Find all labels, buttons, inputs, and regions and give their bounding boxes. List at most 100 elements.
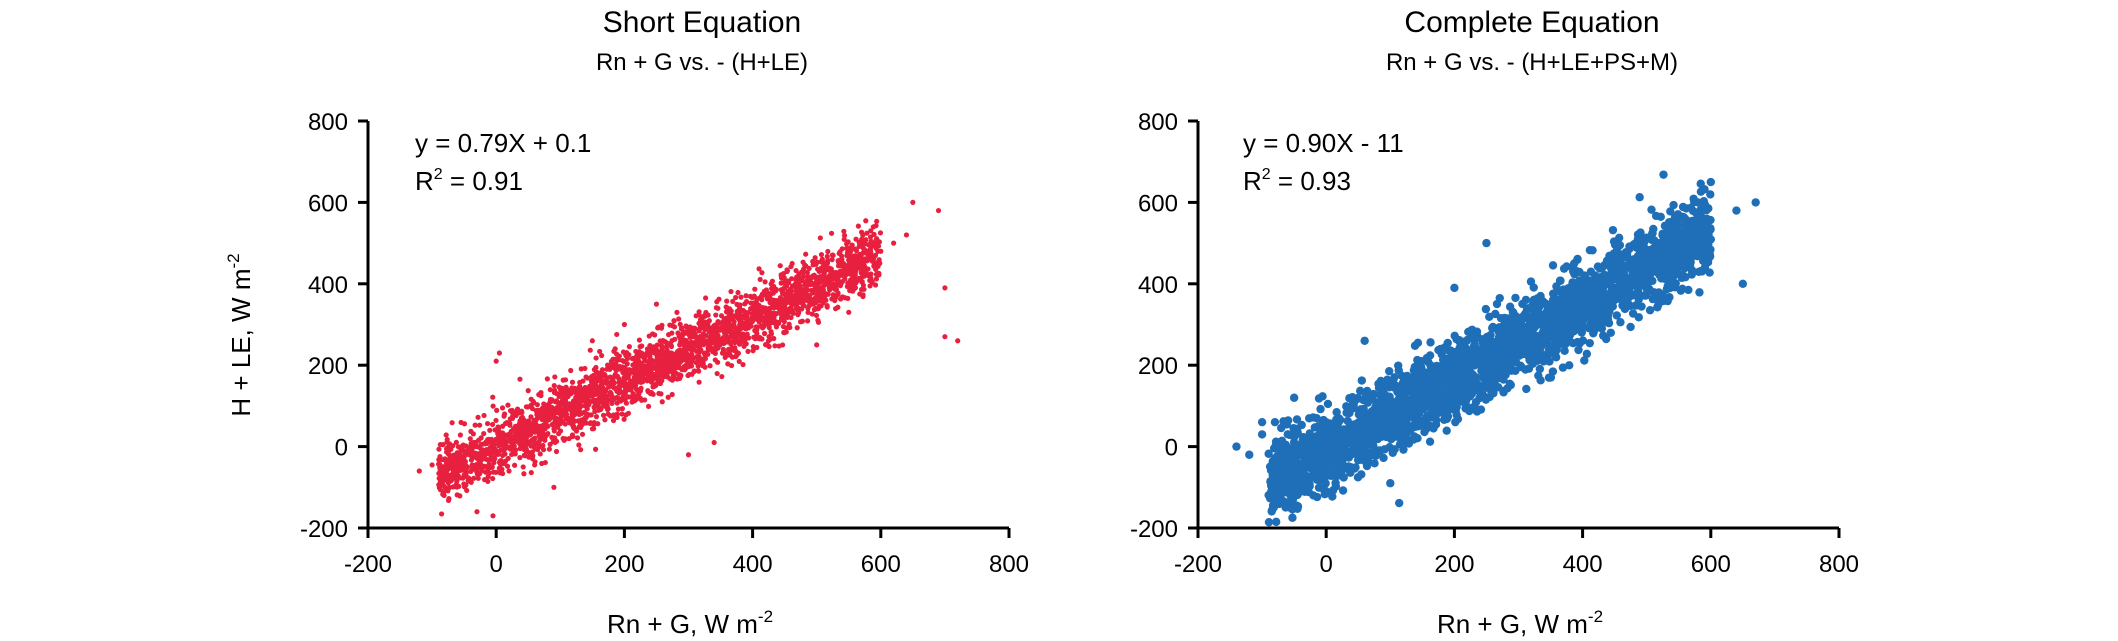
data-point bbox=[454, 478, 460, 484]
data-point bbox=[861, 286, 867, 292]
data-point bbox=[469, 462, 475, 468]
data-point bbox=[528, 414, 534, 420]
data-point bbox=[559, 385, 565, 391]
data-point bbox=[492, 446, 498, 452]
data-point bbox=[683, 338, 689, 344]
data-point bbox=[501, 460, 507, 467]
data-point bbox=[740, 307, 746, 314]
data-point bbox=[835, 304, 841, 310]
x-tick-label: 200 bbox=[604, 551, 644, 578]
data-point bbox=[728, 288, 734, 295]
data-point bbox=[474, 466, 480, 472]
data-point bbox=[656, 390, 662, 397]
data-point bbox=[557, 405, 564, 412]
data-point bbox=[1379, 453, 1388, 463]
data-point bbox=[688, 359, 694, 365]
data-point bbox=[726, 313, 732, 319]
data-point bbox=[540, 447, 547, 453]
data-point bbox=[616, 395, 622, 402]
data-point bbox=[853, 268, 859, 274]
data-point bbox=[1499, 375, 1508, 384]
data-point bbox=[706, 325, 713, 331]
chart-panel-short: Short Equation Rn + G vs. - (H+LE) -2000… bbox=[224, 6, 1029, 639]
data-point bbox=[1665, 293, 1674, 302]
data-point bbox=[695, 368, 701, 374]
data-point bbox=[626, 382, 632, 388]
data-point bbox=[552, 374, 558, 380]
data-point bbox=[1257, 430, 1267, 439]
data-point bbox=[1511, 366, 1520, 376]
data-point bbox=[551, 428, 557, 434]
data-point bbox=[849, 242, 855, 248]
data-point bbox=[784, 299, 790, 305]
data-point bbox=[506, 468, 512, 474]
chart-subtitle: Rn + G vs. - (H+LE+PS+M) bbox=[1386, 49, 1678, 76]
data-point bbox=[679, 367, 685, 373]
data-point bbox=[637, 344, 643, 350]
data-point bbox=[743, 314, 749, 321]
data-point bbox=[794, 287, 800, 294]
data-point bbox=[816, 303, 822, 309]
data-point bbox=[474, 509, 480, 515]
data-point bbox=[827, 283, 833, 289]
x-axis-label-text: Rn + G, W m bbox=[607, 609, 758, 639]
data-point bbox=[669, 391, 675, 398]
data-point bbox=[757, 276, 763, 283]
data-point bbox=[750, 348, 756, 354]
data-point bbox=[614, 373, 621, 379]
data-point bbox=[467, 436, 473, 442]
data-point bbox=[707, 363, 713, 369]
data-point bbox=[876, 257, 882, 263]
data-point bbox=[758, 310, 764, 316]
data-point bbox=[1751, 198, 1760, 207]
data-point bbox=[448, 464, 454, 470]
data-point bbox=[552, 399, 559, 405]
data-point bbox=[1463, 402, 1472, 412]
data-point bbox=[1574, 345, 1583, 355]
data-point bbox=[1432, 415, 1441, 425]
data-point bbox=[1304, 437, 1313, 446]
data-point bbox=[563, 392, 569, 398]
data-point bbox=[1450, 283, 1459, 293]
data-point bbox=[903, 232, 910, 238]
data-point bbox=[482, 452, 488, 459]
data-point bbox=[1434, 362, 1444, 372]
data-point bbox=[601, 386, 607, 392]
data-point bbox=[695, 340, 701, 346]
data-point bbox=[693, 313, 699, 319]
data-point bbox=[664, 366, 670, 373]
data-point bbox=[537, 451, 543, 457]
data-point bbox=[630, 362, 636, 368]
data-point bbox=[538, 390, 544, 396]
r-squared-value: = 0.91 bbox=[443, 166, 523, 196]
data-point bbox=[735, 289, 741, 296]
data-point bbox=[1426, 361, 1435, 370]
data-point bbox=[1280, 484, 1289, 493]
data-point bbox=[544, 409, 550, 415]
data-point bbox=[564, 416, 570, 422]
data-point bbox=[1332, 408, 1341, 417]
data-point bbox=[490, 475, 496, 482]
data-point bbox=[752, 286, 758, 292]
data-point bbox=[1677, 259, 1686, 269]
data-point bbox=[677, 342, 683, 348]
data-point bbox=[700, 319, 707, 325]
data-point bbox=[654, 342, 660, 348]
data-point bbox=[630, 378, 636, 385]
data-point bbox=[539, 416, 545, 423]
data-point bbox=[601, 401, 607, 407]
data-point bbox=[1479, 370, 1489, 379]
data-point bbox=[736, 358, 742, 364]
data-point bbox=[436, 446, 442, 452]
data-point bbox=[868, 255, 874, 261]
data-point bbox=[733, 328, 739, 334]
data-point bbox=[1351, 463, 1360, 472]
data-point bbox=[438, 511, 445, 517]
data-point bbox=[668, 357, 674, 364]
data-point bbox=[830, 274, 836, 280]
data-point bbox=[505, 444, 511, 450]
data-point bbox=[1526, 277, 1536, 286]
data-point bbox=[804, 269, 810, 276]
data-point bbox=[608, 397, 614, 403]
data-point bbox=[715, 305, 721, 311]
